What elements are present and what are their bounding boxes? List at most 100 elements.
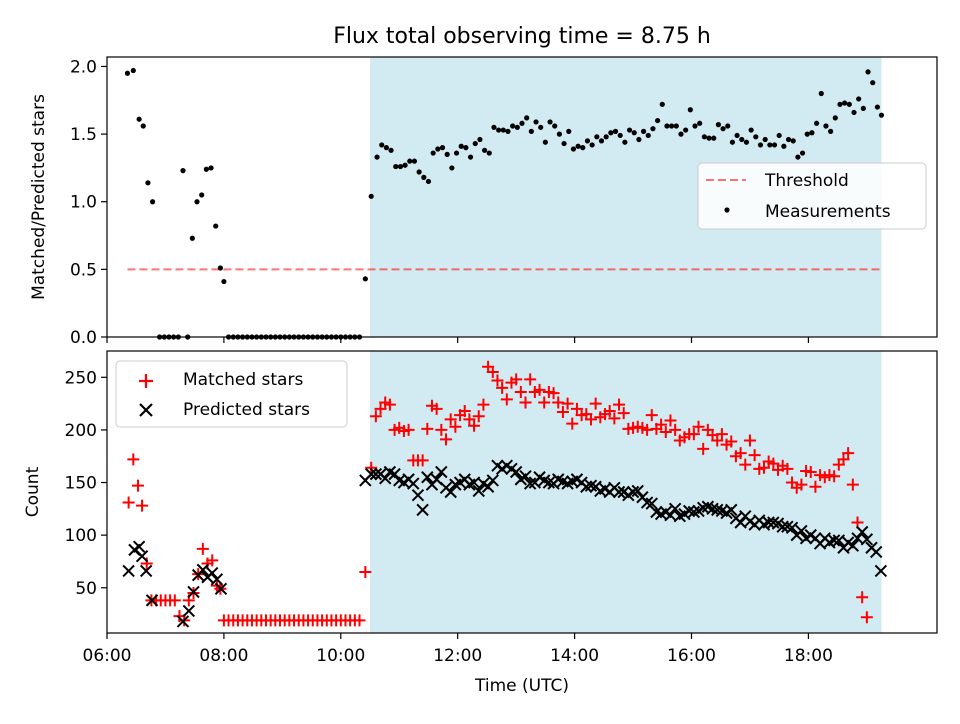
matched-star-point (510, 373, 523, 386)
bottom-panel: 50 100 150 200 250 06:00 08:00 10:00 12:00 14:00… (23, 351, 938, 696)
measurement-point (640, 128, 647, 134)
matched-star-point (842, 447, 855, 460)
predicted-star-point (407, 477, 420, 490)
measurement-point (449, 165, 455, 171)
predicted-star-point (206, 566, 219, 580)
predicted-star-point (860, 533, 874, 546)
measurement-point (683, 127, 689, 133)
matched-star-point (416, 454, 429, 467)
bottom-legend-box (115, 360, 348, 428)
bottom-legend: Matched stars Predicted stars (115, 360, 348, 428)
matched-star-point (603, 404, 616, 417)
predicted-star-point (682, 504, 696, 518)
measurement-point (580, 145, 586, 151)
measurement-point (739, 136, 745, 143)
matched-star-point (860, 611, 873, 624)
measurement-point (368, 193, 374, 199)
matched-star-point (402, 423, 415, 436)
matched-star-point (383, 398, 396, 411)
matched-star-point (127, 453, 140, 466)
measurement-point (538, 124, 544, 130)
measurement-point (199, 192, 205, 198)
predicted-star-point (135, 549, 149, 563)
matched-star-point (659, 426, 672, 439)
matched-star-point (365, 461, 378, 474)
matched-star-point (514, 386, 527, 399)
measurement-point (804, 131, 810, 137)
matched-star-point (692, 420, 705, 433)
measurement-point (842, 100, 848, 106)
measurement-point (832, 115, 838, 121)
matched-star-point (430, 402, 443, 415)
measurement-point (180, 168, 186, 174)
measurement-point (636, 136, 642, 143)
matched-star-point (767, 457, 780, 470)
predicted-star-point (369, 467, 383, 481)
y-tick-label: 1.0 (70, 193, 97, 213)
predicted-stars-points (122, 459, 888, 628)
measurement-point (383, 145, 389, 151)
measurement-point (194, 199, 200, 205)
matched-star-point (556, 406, 569, 419)
measurement-point (589, 142, 595, 148)
predicted-star-point (640, 496, 654, 509)
measurement-point (692, 123, 698, 129)
measurement-point (860, 105, 866, 112)
measurement-point (729, 139, 736, 145)
predicted-star-point (584, 479, 598, 492)
predicted-star-point (182, 604, 196, 618)
measurement-point (556, 131, 563, 137)
measurement-point (846, 101, 852, 107)
measurement-point (678, 131, 684, 137)
measurement-point (393, 163, 399, 170)
measurement-point (669, 123, 675, 129)
predicted-star-point (827, 534, 841, 547)
matched-star-point (496, 381, 509, 394)
measurement-point (208, 165, 214, 171)
predicted-star-point (687, 505, 701, 519)
measurement-point (725, 123, 731, 129)
measurement-point (575, 143, 581, 149)
matched-star-point (440, 433, 453, 446)
x-tick-label: 16:00 (667, 646, 716, 666)
measurement-point (402, 162, 408, 168)
predicted-star-point (472, 484, 485, 498)
measurement-point (528, 128, 534, 134)
matched-star-point (748, 449, 761, 462)
matched-legend-label: Matched stars (183, 370, 303, 390)
matched-star-point (472, 410, 485, 423)
measurement-point (594, 134, 600, 140)
matched-star-point (837, 453, 850, 466)
measurement-point (435, 146, 441, 152)
measurement-point (767, 142, 773, 148)
predicted-star-point (139, 564, 153, 578)
measurement-point (533, 119, 539, 125)
measurement-point (130, 67, 136, 74)
matched-star-point (449, 420, 462, 433)
measurement-point (762, 136, 768, 143)
top-legend: Threshold Measurements (697, 162, 927, 230)
measurement-point (374, 154, 380, 160)
measurement-point (570, 146, 577, 152)
measurement-point (189, 235, 195, 241)
measurement-point (453, 150, 460, 156)
measurement-point (776, 132, 782, 139)
measurement-point (608, 130, 614, 136)
predicted-star-point (668, 502, 682, 516)
x-tick-label: 06:00 (83, 646, 132, 666)
measurement-point (771, 142, 778, 148)
measurement-point (444, 151, 450, 157)
measurement-point (425, 178, 432, 185)
measurement-point (870, 80, 876, 86)
matched-star-point (359, 565, 372, 578)
measurement-point (748, 127, 754, 133)
predicted-star-point (711, 503, 724, 517)
measurements-legend-label: Measurements (765, 202, 891, 222)
matched-star-point (131, 479, 144, 492)
measurement-point (823, 123, 829, 129)
measurement-point (505, 128, 511, 134)
matched-star-point (533, 383, 546, 396)
predicted-star-point (132, 540, 146, 553)
predicted-star-point (444, 485, 457, 499)
measurement-points (124, 67, 885, 340)
